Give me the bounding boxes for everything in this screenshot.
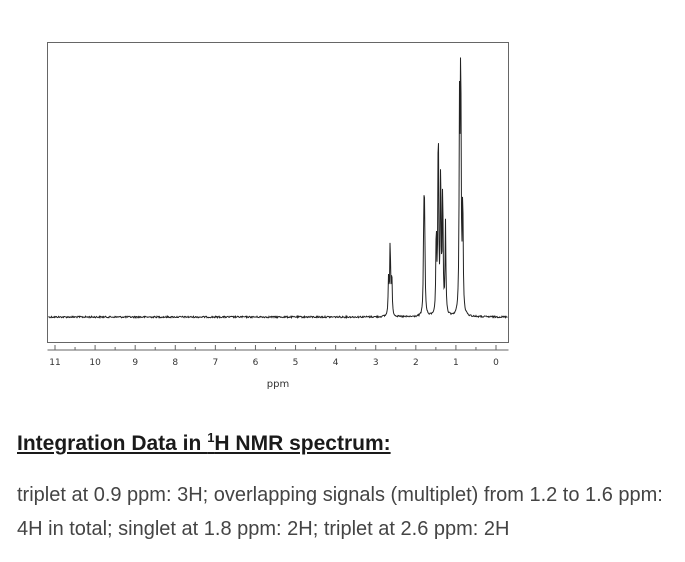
x-tick-label: 1 bbox=[453, 358, 459, 368]
x-tick-label: 5 bbox=[293, 358, 299, 368]
x-tick-label: 11 bbox=[49, 358, 60, 368]
x-axis-title: ppm bbox=[267, 379, 289, 390]
spectrum-line bbox=[48, 57, 508, 320]
x-tick-label: 2 bbox=[413, 358, 419, 368]
x-tick-label: 3 bbox=[373, 358, 379, 368]
x-tick-label: 10 bbox=[89, 358, 101, 368]
x-tick-label: 0 bbox=[493, 358, 499, 368]
integration-heading: Integration Data in 1H NMR spectrum: bbox=[17, 430, 391, 456]
nmr-spectrum-chart: 11 10 9 8 7 6 5 4 3 2 1 0 ppm bbox=[47, 42, 509, 390]
x-tick-label: 9 bbox=[132, 358, 138, 368]
x-tick-label: 8 bbox=[172, 358, 178, 368]
x-tick-label: 4 bbox=[333, 358, 339, 368]
heading-superscript: 1 bbox=[207, 430, 215, 445]
plot-frame bbox=[47, 42, 509, 343]
heading-prefix: Integration Data in bbox=[17, 432, 208, 455]
integration-description: triplet at 0.9 ppm: 3H; overlapping sign… bbox=[17, 484, 663, 540]
x-tick-label: 6 bbox=[253, 358, 259, 368]
x-axis: 11 10 9 8 7 6 5 4 3 2 1 0 bbox=[47, 345, 509, 368]
x-tick-label: 7 bbox=[212, 358, 218, 368]
heading-suffix: H NMR spectrum: bbox=[214, 432, 391, 455]
